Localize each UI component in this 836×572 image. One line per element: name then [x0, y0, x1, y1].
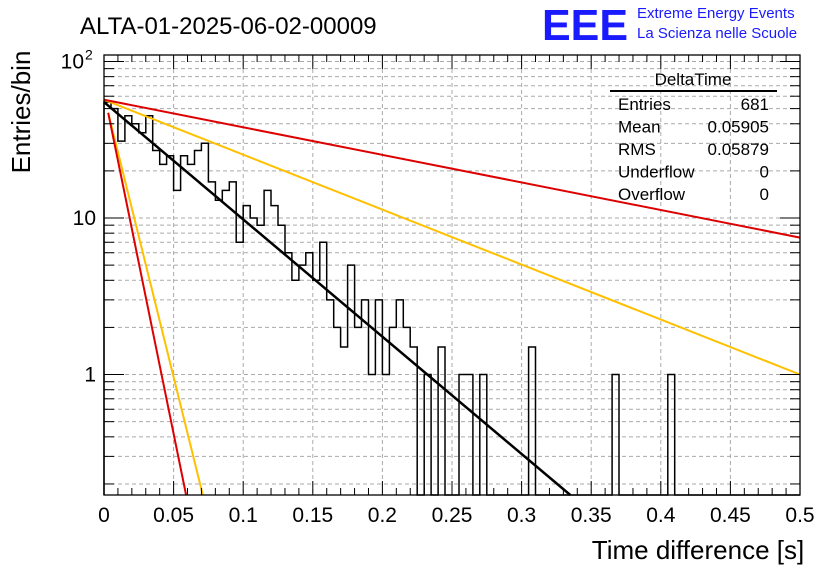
y-axis-label: Entries/bin [6, 51, 36, 174]
fit-lines [103, 98, 801, 496]
stats-box-name: DeltaTime [655, 70, 732, 89]
x-axis-label: Time difference [s] [592, 535, 804, 565]
x-tick-label: 0.5 [785, 504, 814, 527]
stats-row-value: 0 [760, 185, 769, 204]
fit-line [103, 98, 801, 376]
y-tick-exponent: 2 [85, 46, 93, 62]
x-tick-label: 0.45 [710, 504, 751, 527]
x-tick-label: 0.1 [229, 504, 258, 527]
stats-row-label: Mean [618, 118, 661, 137]
stats-row-value: 0.05879 [708, 140, 769, 159]
fit-line [103, 98, 801, 239]
stats-row-label: Overflow [618, 185, 686, 204]
x-tick-label: 0 [98, 504, 110, 527]
grid-lines [104, 55, 800, 495]
x-tick-label: 0.4 [646, 504, 676, 527]
fit-line [107, 112, 188, 496]
x-tick-label: 0.3 [507, 504, 536, 527]
x-tick-label: 0.05 [153, 504, 194, 527]
x-tick-label: 0.35 [571, 504, 612, 527]
x-tick-label: 0.2 [368, 504, 397, 527]
axes: 0 0.05 0.1 0.15 0.2 0.25 0.3 0.35 0.4 0.45 0.5 1 10 1… [61, 46, 815, 527]
stats-row-label: RMS [618, 140, 656, 159]
brand-line-1: Extreme Energy Events [637, 5, 795, 22]
stats-row-value: 0.05905 [708, 118, 769, 137]
fit-line [107, 112, 204, 496]
stats-box: DeltaTime Entries 681 Mean 0.05905 RMS 0.0587… [610, 70, 777, 204]
fit-line [103, 101, 572, 496]
stats-row-label: Entries [618, 95, 671, 114]
eee-branding: EEE Extreme Energy Events La Scienza nel… [542, 1, 797, 50]
stats-row-label: Underflow [618, 163, 695, 182]
x-tick-label: 0.25 [432, 504, 473, 527]
eee-logo: EEE [542, 1, 628, 50]
y-tick-label: 10 [61, 50, 84, 73]
stats-box-rows: Entries 681 Mean 0.05905 RMS 0.05879 Underflow… [618, 95, 769, 204]
chart-title: ALTA-01-2025-06-02-00009 [80, 13, 377, 40]
stats-row-value: 0 [760, 163, 769, 182]
stats-row-value: 681 [741, 95, 769, 114]
y-tick-label: 10 [73, 207, 96, 230]
brand-line-2: La Scienza nelle Scuole [637, 25, 797, 42]
y-tick-label: 1 [84, 364, 96, 387]
x-tick-label: 0.15 [292, 504, 333, 527]
